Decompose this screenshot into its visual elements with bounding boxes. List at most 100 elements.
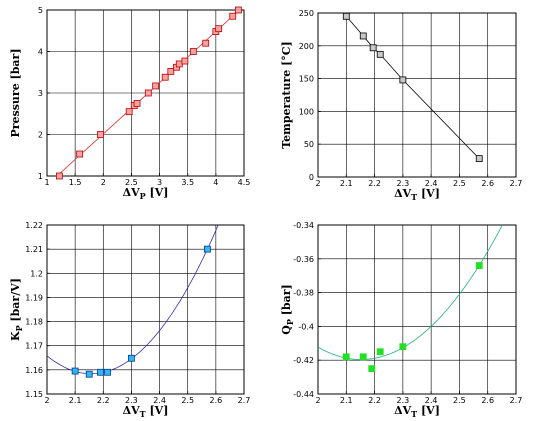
x-tick-label: 2.1 [340, 396, 353, 405]
x-tick-label: 2.3 [396, 396, 409, 405]
data-point [234, 6, 242, 14]
y-tick-label: 3 [38, 89, 43, 98]
x-tick-label: 2.1 [69, 396, 82, 405]
data-point [167, 68, 175, 75]
x-tick-label: 2.2 [368, 396, 381, 405]
data-point [204, 245, 211, 253]
y-tick-label: 1.19 [25, 293, 43, 302]
y-tick-label: -0.36 [293, 255, 314, 264]
data-point [125, 108, 133, 116]
x-tick-label: 2.6 [209, 396, 222, 405]
data-point [76, 150, 84, 158]
y-tick-label: -0.42 [293, 356, 314, 365]
data-point [161, 73, 169, 81]
data-point [229, 12, 237, 20]
chart-panel-d: 2 2.1 2.2 2.3 2.4 2.5 2.6 2.7 -0.44 -0.42 -0.4 -0.3… [280, 221, 523, 419]
data-point [144, 89, 152, 97]
data-point [189, 48, 197, 55]
data-point [342, 12, 350, 20]
data-point [359, 32, 367, 40]
x-tick-label: 2.1 [340, 179, 353, 188]
data-point [104, 368, 111, 376]
y-tick-label: 1.22 [25, 221, 43, 230]
x-tick-label: 2.3 [396, 179, 409, 188]
data-point [376, 348, 384, 356]
x-tick-label: 3.5 [181, 178, 194, 187]
data-point [181, 57, 189, 65]
fit-curve [318, 225, 503, 360]
fit-curve [47, 225, 219, 375]
data-point [399, 343, 407, 351]
x-tick-label: 2.2 [97, 396, 110, 405]
plot-frame [46, 224, 245, 395]
y-tick-label: 50 [304, 140, 314, 149]
data-point [71, 367, 79, 375]
plot-frame [317, 224, 517, 395]
plot-frame [317, 12, 517, 178]
data-point [368, 365, 376, 373]
x-tick-label: 2.7 [510, 179, 523, 188]
y-tick-label: 100 [299, 107, 314, 116]
y-tick-label: 0 [309, 173, 314, 182]
x-tick-label: 2 [315, 396, 320, 405]
x-axis-label: ΔVT [V] [394, 404, 440, 419]
x-tick-label: 2.3 [125, 396, 138, 405]
x-tick-label: 4.5 [238, 178, 251, 187]
y-axis-label: KP [bar/V] [9, 278, 24, 341]
y-tick-label: -0.38 [293, 289, 314, 298]
chart-panel-b: 2 2.1 2.2 2.3 2.4 2.5 2.6 2.7 0 50 100 150 200 250 ΔVT… [280, 9, 522, 202]
data-point [202, 39, 210, 47]
data-point [215, 25, 223, 33]
x-tick-label: 2.4 [153, 396, 166, 405]
data-point [399, 76, 407, 84]
data-point [475, 262, 483, 269]
data-point [55, 172, 63, 180]
x-tick-label: 2 [101, 178, 106, 187]
y-tick-label: 2 [38, 131, 43, 140]
y-tick-label: 1.16 [25, 366, 43, 375]
x-tick-label: 2.7 [510, 396, 523, 405]
x-tick-label: 3 [157, 178, 162, 187]
y-tick-label: 200 [299, 42, 314, 51]
data-point [475, 155, 483, 163]
x-axis-label: ΔVP [V] [123, 186, 169, 201]
data-point [133, 99, 141, 107]
x-tick-label: 2.7 [238, 396, 251, 405]
y-tick-label: 1.21 [25, 245, 43, 254]
x-tick-label: 2 [44, 396, 49, 405]
y-tick-label: 1.17 [25, 342, 43, 351]
x-axis-label: ΔVT [V] [123, 404, 169, 419]
x-tick-label: 2 [315, 179, 320, 188]
x-tick-label: 1.5 [69, 178, 82, 187]
chart-panel-c: 2 2.1 2.2 2.3 2.4 2.5 2.6 2.7 1.15 1.16 1.17 1.18 1.… [9, 221, 251, 419]
x-tick-label: 2.6 [481, 179, 494, 188]
x-tick-label: 2.4 [425, 179, 438, 188]
data-point [369, 44, 377, 52]
y-tick-label: 150 [299, 75, 314, 84]
x-tick-label: 2.2 [368, 179, 381, 188]
y-tick-label: 4 [38, 48, 43, 57]
data-point [128, 354, 135, 362]
x-axis-label: ΔVT [V] [394, 187, 440, 202]
chart-panel-a: 1 1.5 2 2.5 3 3.5 4 4.5 1 2 3 4 5 ΔVP [V] Pressure [ba… [9, 6, 250, 201]
y-tick-label: 1.15 [25, 390, 43, 399]
x-tick-label: 4 [213, 178, 218, 187]
y-tick-label: -0.34 [293, 221, 314, 230]
x-tick-label: 2.5 [453, 179, 466, 188]
x-tick-label: 2.5 [125, 178, 138, 187]
x-tick-label: 2.4 [425, 396, 438, 405]
data-point [342, 353, 350, 361]
data-point [376, 50, 384, 58]
x-tick-label: 2.5 [181, 396, 194, 405]
y-tick-label: 1.18 [25, 318, 43, 327]
y-tick-label: -0.44 [293, 390, 314, 399]
data-point [97, 131, 104, 138]
y-tick-label: 5 [38, 6, 43, 15]
data-point [152, 82, 160, 90]
x-tick-label: 2.6 [481, 396, 494, 405]
data-point [175, 60, 183, 68]
x-tick-label: 1 [44, 178, 49, 187]
y-axis-label: Pressure [bar] [9, 48, 22, 137]
y-tick-label: 1 [38, 172, 43, 181]
